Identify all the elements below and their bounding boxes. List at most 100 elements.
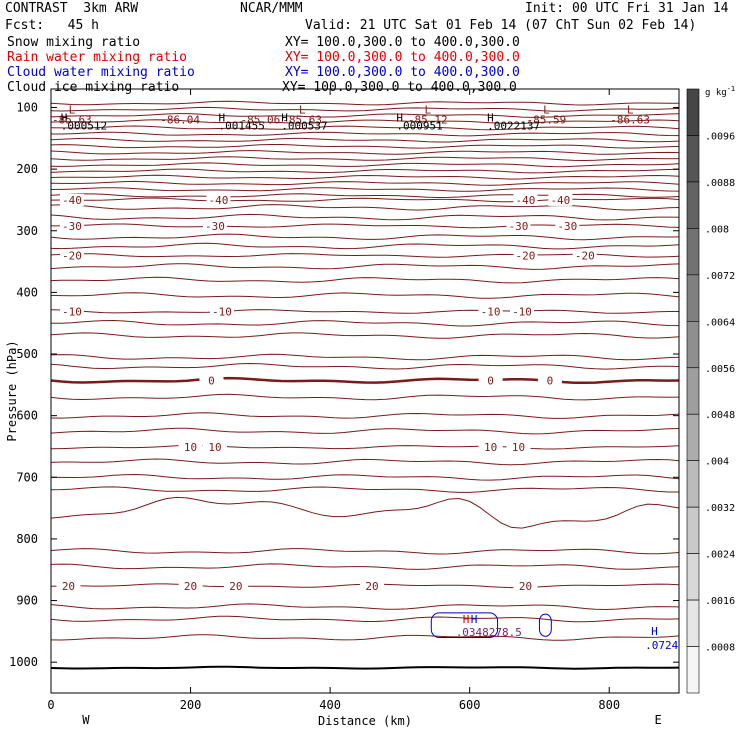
ice-high-marker: H (281, 112, 288, 125)
background-contour (50, 615, 680, 623)
background-contour (50, 125, 680, 131)
background-contour (50, 233, 680, 241)
background-contour (50, 106, 680, 112)
background-contour (50, 412, 680, 419)
colorbar-segment (686, 460, 700, 508)
ice-high-marker: H (218, 112, 225, 125)
background-contour (50, 144, 680, 149)
title-left: CONTRAST 3km ARW (5, 1, 139, 16)
contour-label-bg (56, 579, 81, 592)
low-value: -85.12 (408, 114, 448, 127)
background-contour (50, 100, 679, 106)
contour-label--20: -20 (62, 249, 82, 262)
title-center: NCAR/MMM (240, 1, 303, 16)
contour-label-20: 20 (365, 580, 378, 593)
contour-label-0: 0 (208, 375, 215, 388)
cloud-water-contour (430, 612, 499, 639)
contour-label-bg (209, 305, 234, 318)
y-tick-label: 200 (16, 162, 38, 176)
colorbar-segment (686, 646, 700, 694)
contour-label-20: 20 (62, 580, 75, 593)
background-contour (50, 180, 680, 186)
background-contour (50, 473, 680, 481)
contour-label--40: -40 (62, 194, 82, 207)
y-tick-label: 800 (16, 532, 38, 546)
contour-label-bg (359, 579, 384, 592)
contour-label-bg (59, 219, 84, 232)
plot-area: -40 -40 -40 -40-30 -30 -30 -30-20 -20 -20-10 -10-… (50, 100, 680, 670)
contour-label-bg (202, 441, 227, 454)
low-marker: L (543, 104, 550, 117)
colorbar-label: .004 (705, 457, 729, 468)
contour-label--10: -10 (512, 305, 532, 318)
background-contour (50, 162, 680, 168)
background-contour (50, 427, 680, 435)
y-tick-label: 500 (16, 347, 38, 361)
x-tick-label: 200 (180, 698, 202, 712)
background-contour (50, 204, 680, 211)
contour-label-bg (206, 193, 231, 206)
background-contour (50, 634, 680, 641)
colorbar: .0096 .0088 .008 .0072 .0064 .0056 .0048 .004 .0… (686, 85, 735, 694)
east-label: E (654, 713, 661, 727)
temperature-contour-0 (50, 376, 680, 385)
contour-label--20: -20 (516, 249, 536, 262)
contour-label--30: -30 (509, 220, 529, 233)
contour-label--40: -40 (550, 194, 570, 207)
colorbar-segment (686, 506, 700, 554)
contour-label-bg (202, 219, 227, 232)
background-contour (50, 174, 680, 180)
x-tick-label: 800 (598, 698, 620, 712)
background-contour (50, 193, 680, 199)
colorbar-unit-exp: -1 (727, 85, 735, 93)
y-tick-label: 600 (16, 409, 38, 423)
x-tick-label: 0 (47, 698, 54, 712)
low-marker: L (69, 104, 76, 117)
legend-cloud-ice-label: Cloud ice mixing ratio (7, 80, 180, 95)
valid-time: Valid: 21 UTC Sat 01 Feb 14 (07 ChT Sun … (305, 18, 697, 33)
background-contour (50, 486, 679, 493)
rain-high-marker: H (463, 613, 470, 626)
colorbar-segment (686, 413, 700, 461)
contour-label-bg (506, 441, 531, 454)
contour-label-0: 0 (547, 375, 554, 388)
low-value: -85.59 (527, 114, 567, 127)
background-contour (50, 168, 680, 174)
ice-high-marker: H (61, 112, 68, 125)
low-level-contour (50, 496, 680, 529)
legend-rain-label: Rain water mixing ratio (7, 50, 188, 65)
colorbar-unit: g kg-1 (705, 85, 735, 98)
low-level-high-value: .0348278.5 (456, 626, 522, 639)
plot-frame (50, 88, 680, 694)
contour-label-20: 20 (184, 580, 197, 593)
background-contour (51, 131, 680, 137)
background-contour (50, 137, 680, 143)
contour-label-bg (178, 579, 203, 592)
background-contour (50, 150, 680, 155)
background-contour (50, 292, 680, 299)
y-tick-label: 1000 (9, 655, 38, 669)
contour-label--10: -10 (212, 305, 232, 318)
contour-label-10: 10 (208, 441, 221, 454)
low-marker: L (299, 104, 306, 117)
colorbar-segment (686, 88, 700, 136)
contour-label-bg (199, 374, 224, 387)
contour-label-bg (510, 305, 534, 318)
colorbar-label: .0088 (705, 178, 735, 189)
colorbar-segment (686, 181, 700, 229)
background-contour (50, 458, 680, 466)
contour-label-bg (178, 441, 203, 454)
colorbar-segment (686, 321, 700, 369)
colorbar-label: .0096 (705, 131, 735, 142)
colorbar-segment (686, 274, 700, 322)
surface-line (50, 665, 680, 670)
temperature-contour--40 (50, 197, 680, 203)
colorbar-label: .0056 (705, 364, 735, 375)
ice-high-value: .000537 (281, 120, 327, 133)
contour-label-bg (59, 305, 84, 318)
background-contour (50, 393, 680, 401)
x-axis-title: Distance (km) (318, 714, 412, 728)
forecast-hour: Fcst: 45 h (5, 18, 99, 33)
temperature-contour--30 (51, 223, 680, 229)
